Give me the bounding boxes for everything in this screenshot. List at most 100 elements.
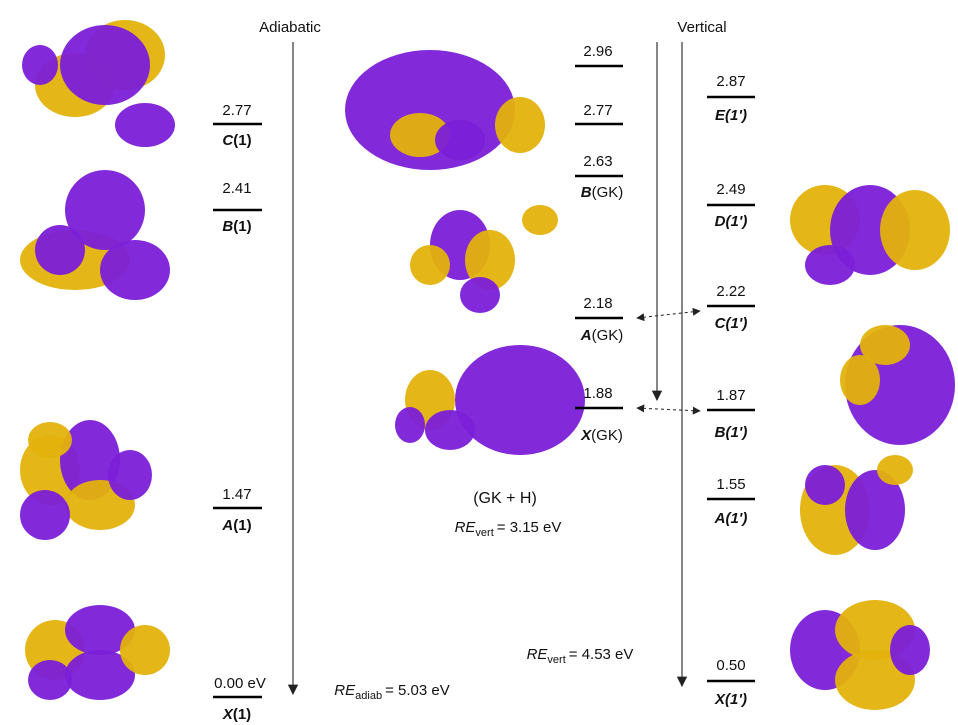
header: Vertical	[677, 19, 726, 36]
state-letter: A	[580, 327, 592, 344]
energy: 2.18	[583, 295, 612, 312]
orbital	[395, 345, 585, 455]
energy: 2.22	[716, 283, 745, 300]
energy: 2.41	[222, 180, 251, 197]
state-suffix: (1')	[725, 510, 747, 527]
re-rest: = 4.53 eV	[569, 646, 634, 663]
orbital	[790, 185, 950, 285]
re-annotation: REadiab= 5.03 eV	[334, 682, 449, 702]
re-annotation: REvert= 3.15 eV	[455, 519, 562, 539]
energy: 0.50	[716, 657, 745, 674]
state-label: B(1')	[715, 424, 748, 441]
re-rest: = 5.03 eV	[385, 682, 450, 699]
molecule-label: (GK + H)	[473, 490, 537, 507]
orbital-lobe	[455, 345, 585, 455]
state-suffix: (1)	[233, 517, 251, 534]
energy: 2.77	[222, 102, 251, 119]
energy: 2.63	[583, 153, 612, 170]
orbital	[20, 420, 152, 540]
re-rest: = 3.15 eV	[497, 519, 562, 536]
re-base: RE	[455, 519, 477, 536]
orbital	[800, 455, 913, 555]
state-suffix: (1')	[725, 424, 747, 441]
state-suffix: (GK)	[591, 427, 623, 444]
orbital	[20, 170, 170, 300]
re-annotation: REvert = 4.53 eV	[527, 646, 634, 666]
state-suffix: (1)	[233, 706, 251, 723]
energy: 2.49	[716, 181, 745, 198]
orbital	[840, 325, 955, 445]
energy-diagram: Adiabatic Vertical 2.77 C(1) 2.41 B(1) 1…	[0, 0, 958, 725]
orbital-lobe	[890, 625, 930, 675]
state-suffix: (1')	[725, 213, 747, 230]
orbital-lobe	[877, 455, 913, 485]
dashed-arrow	[637, 311, 700, 318]
energy: 1.47	[222, 486, 251, 503]
orbital-lobe	[22, 45, 58, 85]
orbital-lobe	[435, 120, 485, 160]
orbital	[410, 205, 558, 313]
state-label: C(1')	[715, 315, 748, 332]
orbital-lobe	[20, 490, 70, 540]
re-base: RE	[527, 646, 549, 663]
orbital-lobe	[522, 205, 558, 235]
orbital	[22, 20, 175, 147]
state-label: E(1')	[715, 107, 747, 124]
state-letter: D	[715, 213, 726, 230]
energy: 1.88	[583, 385, 612, 402]
state-suffix: (1')	[725, 691, 747, 708]
middle-levels: 2.96 2.77 2.63 B(GK) 2.18 A(GK) 1.88 X(G…	[575, 43, 623, 444]
state-letter: A	[221, 517, 233, 534]
energy: 2.96	[583, 43, 612, 60]
re-sub: vert	[547, 654, 565, 666]
state-label: C(1)	[222, 132, 251, 149]
orbital-images	[20, 20, 955, 710]
state-suffix: (GK)	[592, 184, 624, 201]
re-base: RE	[334, 682, 356, 699]
state-label: B(GK)	[581, 184, 624, 201]
orbital-lobe	[460, 277, 500, 313]
state-label: X(1)	[222, 706, 251, 723]
left-levels: 2.77 C(1) 2.41 B(1) 1.47 A(1) 0.00 eV X(…	[213, 102, 266, 723]
right-levels: 2.87 E(1') 2.49 D(1') 2.22 C(1') 1.87 B(…	[707, 73, 755, 708]
energy: 1.87	[716, 387, 745, 404]
re-sub: adiab	[355, 690, 382, 702]
state-suffix: (1')	[725, 315, 747, 332]
dashed-arrow	[637, 408, 700, 411]
state-label: A(GK)	[580, 327, 624, 344]
orbital-lobe	[410, 245, 450, 285]
orbital-lobe	[108, 450, 152, 500]
energy: 2.87	[716, 73, 745, 90]
state-suffix: (1')	[725, 107, 747, 124]
state-letter: B	[715, 424, 726, 441]
orbital-lobe	[805, 245, 855, 285]
state-label: B(1)	[222, 218, 251, 235]
state-letter: B	[222, 218, 233, 235]
state-suffix: (1)	[233, 218, 251, 235]
energy: 2.77	[583, 102, 612, 119]
orbital-lobe	[115, 103, 175, 147]
state-label: A(1)	[221, 517, 251, 534]
orbital-lobe	[880, 190, 950, 270]
orbital-lobe	[28, 422, 72, 458]
state-suffix: (GK)	[592, 327, 624, 344]
orbital-lobe	[28, 660, 72, 700]
orbital-lobe	[395, 407, 425, 443]
orbital-lobe	[840, 355, 880, 405]
state-letter: A	[714, 510, 726, 527]
orbital-lobe	[425, 410, 475, 450]
orbital-lobe	[120, 625, 170, 675]
orbital	[790, 600, 930, 710]
state-suffix: (1)	[233, 132, 251, 149]
energy: 0.00 eV	[214, 675, 266, 692]
state-label: D(1')	[715, 213, 748, 230]
state-label: X(GK)	[580, 427, 623, 444]
orbital-lobe	[60, 25, 150, 105]
state-label: A(1')	[714, 510, 748, 527]
header: Adiabatic	[259, 19, 321, 36]
orbital-lobe	[100, 240, 170, 300]
energy: 1.55	[716, 476, 745, 493]
orbital-lobe	[495, 97, 545, 153]
state-label: X(1')	[714, 691, 747, 708]
orbital	[345, 50, 545, 170]
